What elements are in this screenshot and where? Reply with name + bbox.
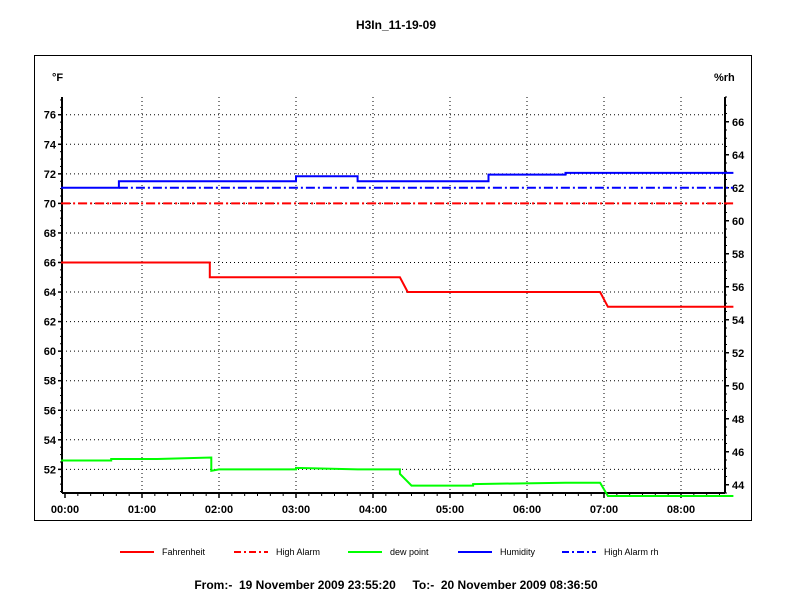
axes-layer: 52 54 56 58 60 62 64 66 68 70 72 74 76 44 46 48 50 52 54 56… [44, 96, 745, 516]
x-tick-label: 01:00 [128, 504, 156, 516]
series-line-fahrenheit [61, 261, 734, 308]
left-tick-label: 52 [44, 464, 56, 476]
right-tick-label: 48 [732, 414, 744, 426]
left-tick-label: 64 [44, 287, 57, 299]
left-tick-label: 54 [44, 435, 57, 447]
plot-frame [34, 55, 752, 521]
x-tick-label: 02:00 [205, 504, 233, 516]
legend-swatch-humidity [458, 551, 492, 553]
left-tick-label: 72 [44, 169, 56, 181]
right-axis-unit: %rh [714, 72, 735, 84]
legend-label-humidity: Humidity [500, 547, 536, 557]
grid-layer [62, 97, 725, 493]
x-tick-label: 07:00 [590, 504, 618, 516]
right-tick-label: 54 [732, 315, 745, 327]
left-tick-label: 74 [44, 139, 57, 151]
legend-swatch-high-alarm [234, 551, 268, 553]
right-tick-label: 50 [732, 381, 744, 393]
left-tick-label: 60 [44, 346, 56, 358]
legend-swatch-dew-point [348, 551, 382, 553]
series-line-humidity [61, 171, 734, 189]
left-tick-label: 66 [44, 257, 56, 269]
series-layer [61, 171, 734, 497]
legend-swatch-high-alarm-rh [562, 551, 596, 553]
left-tick-label: 62 [44, 317, 56, 329]
right-tick-label: 62 [732, 183, 744, 195]
left-tick-label: 76 [44, 110, 56, 122]
x-tick-label: 06:00 [513, 504, 541, 516]
date-range-footer: From:- 19 November 2009 23:55:20 To:- 20… [194, 578, 598, 592]
left-tick-label: 58 [44, 376, 56, 388]
x-tick-label: 08:00 [667, 504, 695, 516]
x-tick-label: 05:00 [436, 504, 464, 516]
chart-title: H3In_11-19-09 [355, 18, 437, 32]
left-tick-label: 68 [44, 228, 56, 240]
x-tick-label: 04:00 [359, 504, 387, 516]
series-line-dew-point [61, 456, 734, 497]
x-tick-label: 03:00 [282, 504, 310, 516]
right-tick-label: 66 [732, 117, 744, 129]
right-tick-label: 44 [732, 480, 745, 492]
right-tick-label: 64 [732, 150, 745, 162]
legend-swatch-fahrenheit [120, 551, 154, 553]
legend-label-high-alarm-rh: High Alarm rh [604, 547, 659, 557]
legend-label-fahrenheit: Fahrenheit [162, 547, 206, 557]
x-tick-label: 00:00 [51, 504, 79, 516]
right-tick-label: 46 [732, 447, 744, 459]
legend-label-dew-point: dew point [390, 547, 429, 557]
right-tick-label: 52 [732, 348, 744, 360]
legend: Fahrenheit High Alarm dew point Humidity… [0, 545, 792, 561]
left-tick-label: 70 [44, 198, 56, 210]
right-tick-label: 60 [732, 216, 744, 228]
legend-label-high-alarm: High Alarm [276, 547, 321, 557]
left-tick-label: 56 [44, 405, 56, 417]
left-axis-unit: °F [52, 72, 63, 84]
right-tick-label: 56 [732, 282, 744, 294]
right-tick-label: 58 [732, 249, 744, 261]
